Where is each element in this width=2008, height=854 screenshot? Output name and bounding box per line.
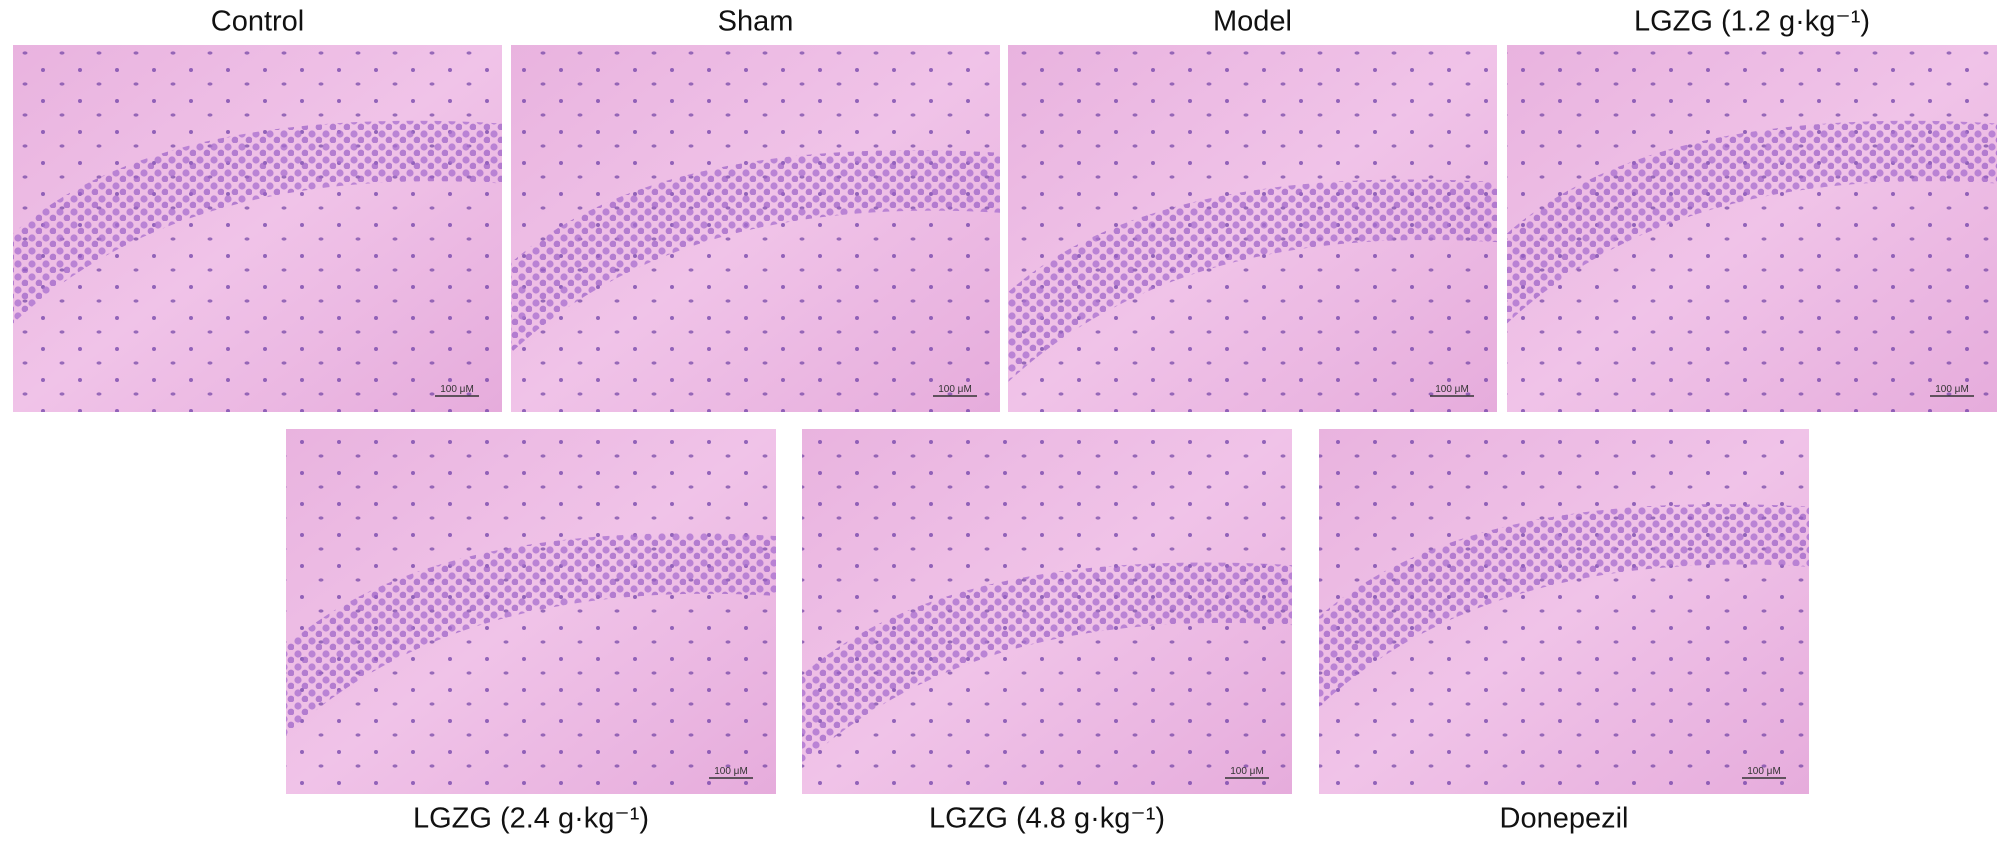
scale-bar-label: 100 μM bbox=[440, 384, 474, 395]
scale-bar-label: 100 μM bbox=[1935, 384, 1969, 395]
panel-label: LGZG (2.4 g·kg⁻¹) bbox=[413, 803, 649, 835]
panel-label: Donepezil bbox=[1500, 803, 1629, 835]
cell-layer bbox=[13, 120, 502, 324]
micrograph-panel: 100 μM bbox=[286, 429, 776, 794]
scale-bar-label: 100 μM bbox=[1747, 766, 1781, 777]
panel-label: LGZG (1.2 g·kg⁻¹) bbox=[1634, 6, 1870, 38]
panel-label: Model bbox=[1213, 6, 1292, 38]
scale-bar-label: 100 μM bbox=[1435, 384, 1469, 395]
scale-bar-label: 100 μM bbox=[714, 766, 748, 777]
cell-layer bbox=[1319, 504, 1809, 707]
cell-layer bbox=[286, 533, 776, 736]
cell-layer bbox=[511, 150, 1000, 353]
micrograph-panel: 100 μM bbox=[802, 429, 1292, 794]
micrograph-panel: 100 μM bbox=[1008, 45, 1497, 412]
micrograph-panel: 100 μM bbox=[1507, 45, 1997, 412]
panel-label: Sham bbox=[718, 6, 794, 38]
micrograph-panel: 100 μM bbox=[13, 45, 502, 412]
micrograph-panel: 100 μM bbox=[1319, 429, 1809, 794]
panel-label: Control bbox=[211, 6, 305, 38]
cell-layer bbox=[1008, 179, 1497, 383]
cell-layer bbox=[802, 562, 1292, 766]
scale-bar-label: 100 μM bbox=[1230, 766, 1264, 777]
cell-layer bbox=[1507, 120, 1997, 324]
scale-bar-label: 100 μM bbox=[938, 384, 972, 395]
micrograph-panel: 100 μM bbox=[511, 45, 1000, 412]
panel-label: LGZG (4.8 g·kg⁻¹) bbox=[929, 803, 1165, 835]
